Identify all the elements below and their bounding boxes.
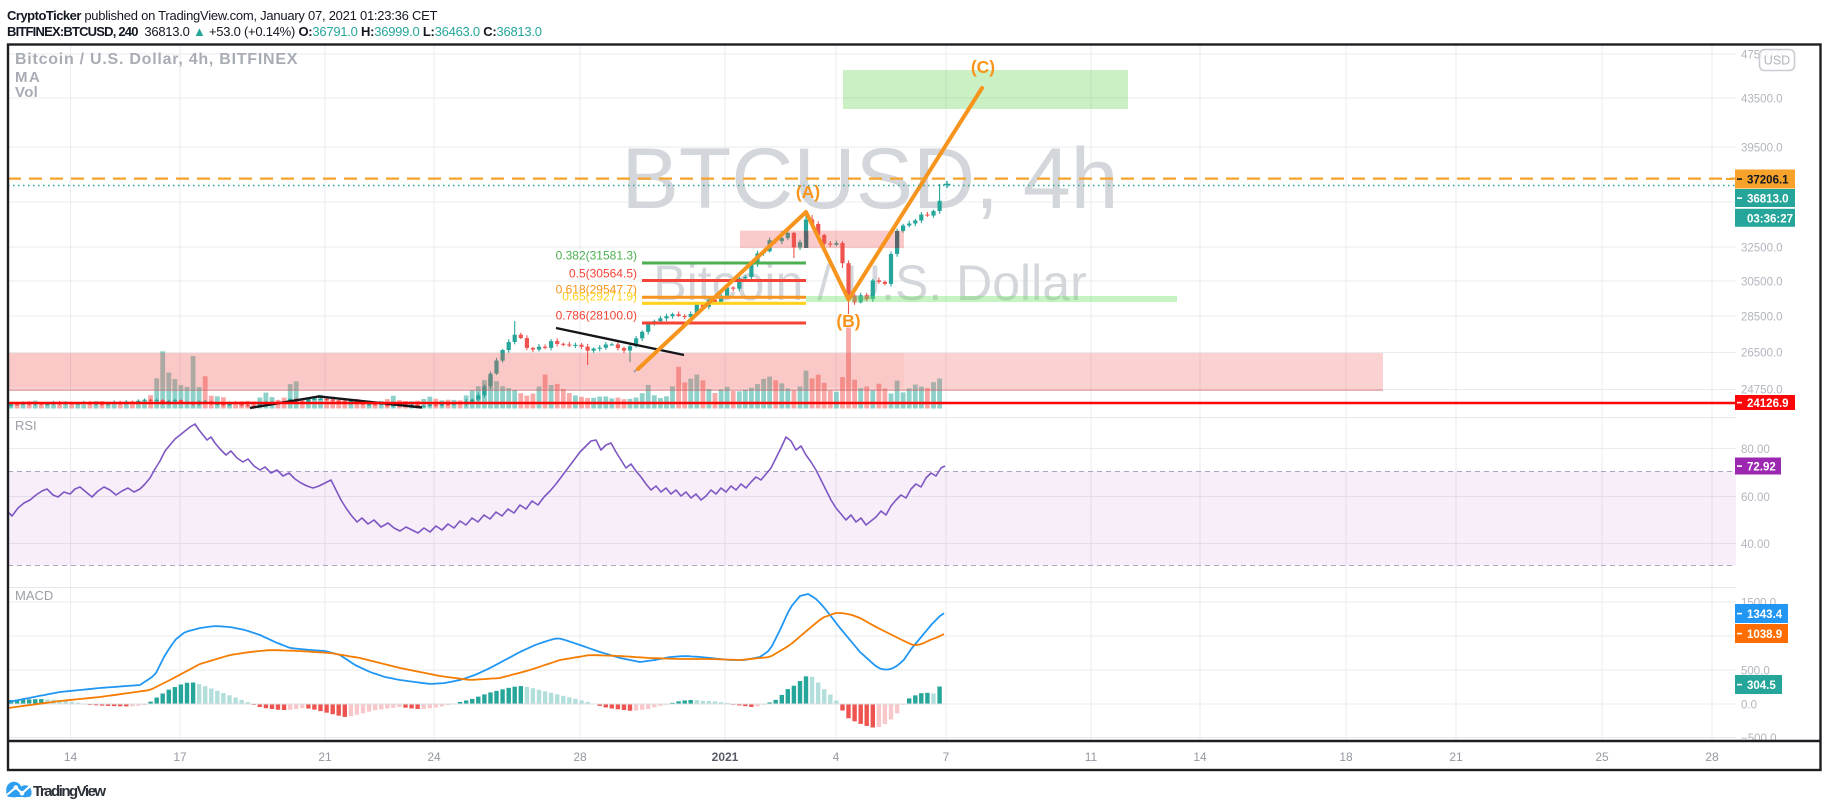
svg-text:21: 21	[1449, 750, 1463, 764]
svg-text:−500.0: −500.0	[1741, 733, 1777, 745]
svg-text:0.618(29547.7): 0.618(29547.7)	[556, 283, 637, 297]
svg-text:1343.4: 1343.4	[1747, 609, 1783, 621]
svg-text:72.92: 72.92	[1747, 462, 1776, 474]
svg-text:MA: MA	[15, 69, 41, 86]
svg-text:28: 28	[573, 750, 587, 764]
svg-text:TradingView: TradingView	[33, 783, 106, 800]
svg-text:Vol: Vol	[15, 84, 38, 101]
svg-text:0.65(29271.9): 0.65(29271.9)	[562, 290, 637, 304]
svg-text:(C): (C)	[971, 57, 995, 77]
svg-text:14: 14	[1193, 750, 1207, 764]
svg-text:0.786(28100.0): 0.786(28100.0)	[556, 309, 637, 323]
svg-text:17: 17	[173, 750, 187, 764]
svg-text:0.382(31581.3): 0.382(31581.3)	[556, 249, 637, 263]
svg-text:36813.0: 36813.0	[1747, 194, 1789, 206]
svg-text:30500.0: 30500.0	[1741, 277, 1783, 289]
svg-text:2021: 2021	[712, 750, 739, 764]
svg-text:500.0: 500.0	[1741, 666, 1770, 678]
svg-text:60.00: 60.00	[1741, 492, 1770, 504]
svg-text:USD: USD	[1764, 54, 1790, 68]
svg-text:80.00: 80.00	[1741, 444, 1770, 456]
svg-text:39500.0: 39500.0	[1741, 143, 1783, 155]
svg-text:MACD: MACD	[15, 588, 53, 603]
svg-text:28500.0: 28500.0	[1741, 312, 1783, 324]
svg-text:24: 24	[427, 750, 441, 764]
svg-text:21: 21	[318, 750, 332, 764]
svg-text:28: 28	[1705, 750, 1719, 764]
svg-text:37206.1: 37206.1	[1747, 175, 1789, 187]
svg-text:03:36:27: 03:36:27	[1747, 213, 1793, 225]
svg-text:RSI: RSI	[15, 418, 37, 433]
svg-text:4: 4	[833, 750, 840, 764]
svg-text:0.5(30564.5): 0.5(30564.5)	[569, 267, 637, 281]
svg-text:304.5: 304.5	[1747, 680, 1776, 692]
svg-text:7: 7	[943, 750, 950, 764]
svg-text:(A): (A)	[796, 182, 820, 202]
svg-text:14: 14	[64, 750, 78, 764]
svg-text:24126.9: 24126.9	[1747, 398, 1789, 410]
svg-text:0.0: 0.0	[1741, 700, 1757, 712]
svg-text:43500.0: 43500.0	[1741, 94, 1783, 106]
svg-text:26500.0: 26500.0	[1741, 348, 1783, 360]
svg-text:11: 11	[1085, 750, 1098, 764]
svg-text:(B): (B)	[836, 311, 860, 331]
svg-text:1038.9: 1038.9	[1747, 629, 1782, 641]
svg-text:32500.0: 32500.0	[1741, 243, 1783, 255]
svg-text:18: 18	[1339, 750, 1353, 764]
svg-text:Bitcoin / U.S. Dollar, 4h, BIT: Bitcoin / U.S. Dollar, 4h, BITFINEX	[15, 51, 298, 68]
svg-text:24750.0: 24750.0	[1741, 385, 1783, 397]
svg-text:25: 25	[1595, 750, 1609, 764]
svg-text:40.00: 40.00	[1741, 539, 1770, 551]
